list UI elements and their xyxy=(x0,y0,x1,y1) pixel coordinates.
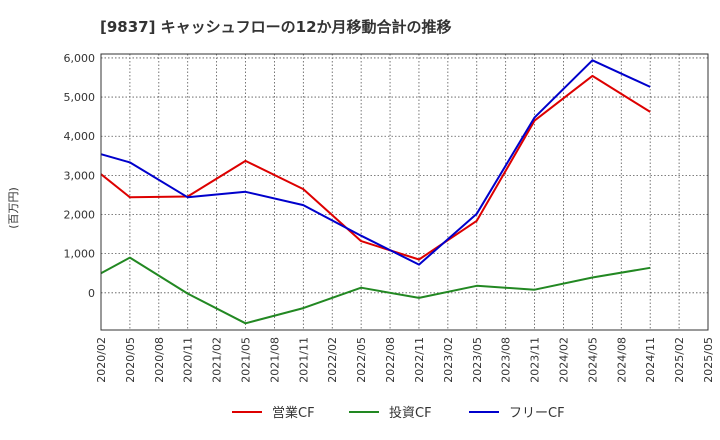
plot-frame xyxy=(100,53,709,331)
series-line-投資CF xyxy=(100,256,651,325)
y-tick-label: 1,000 xyxy=(64,248,96,261)
x-tick-label: 2024/08 xyxy=(615,337,628,383)
x-tick-label: 2021/08 xyxy=(268,337,281,383)
x-tick-label: 2024/11 xyxy=(644,337,657,383)
chart-title: [9837] キャッシュフローの12か月移動合計の推移 xyxy=(100,18,452,36)
x-tick-label: 2020/02 xyxy=(95,337,108,383)
x-tick-label: 2020/11 xyxy=(182,337,195,383)
y-axis-label: (百万円) xyxy=(7,187,20,229)
y-tick-label: 4,000 xyxy=(64,130,96,143)
x-tick-label: 2022/05 xyxy=(355,337,368,383)
x-tick-label: 2025/02 xyxy=(673,337,686,383)
series-line-フリーCF xyxy=(100,59,651,266)
x-tick-labels: 2020/02 2020/05 2020/08 2020/11 2021/02 2021/… xyxy=(95,337,715,383)
x-tick-label: 2021/11 xyxy=(297,337,310,383)
x-tick-label: 2024/05 xyxy=(586,337,599,383)
x-tick-label: 2023/05 xyxy=(471,337,484,383)
x-tick-label: 2022/08 xyxy=(384,337,397,383)
x-tick-label: 2022/02 xyxy=(326,337,339,383)
legend-label: 投資CF xyxy=(389,405,432,421)
y-tick-label: 5,000 xyxy=(64,91,96,104)
x-tick-label: 2020/05 xyxy=(124,337,137,383)
legend: 営業CF 投資CF フリーCF xyxy=(232,405,565,421)
y-tick-label: 6,000 xyxy=(64,52,96,65)
x-tick-label: 2022/11 xyxy=(413,337,426,383)
x-tick-label: 2024/02 xyxy=(557,337,570,383)
x-tick-label: 2021/02 xyxy=(211,337,224,383)
y-tick-label: 0 xyxy=(88,287,95,300)
series-line-営業CF xyxy=(100,74,651,261)
x-tick-label: 2025/05 xyxy=(702,337,715,383)
legend-label: 営業CF xyxy=(272,405,315,421)
x-tick-label: 2023/11 xyxy=(529,337,542,383)
y-tick-labels: 0 1,000 2,000 3,000 4,000 5,000 6,000 xyxy=(64,52,96,300)
x-tick-label: 2021/05 xyxy=(240,337,253,383)
series-lines xyxy=(100,59,651,325)
grid xyxy=(100,54,709,330)
y-tick-label: 3,000 xyxy=(64,169,96,182)
x-tick-label: 2023/02 xyxy=(442,337,455,383)
y-tick-label: 2,000 xyxy=(64,209,96,222)
legend-label: フリーCF xyxy=(509,406,565,421)
x-tick-label: 2020/08 xyxy=(153,337,166,383)
x-tick-label: 2023/08 xyxy=(500,337,513,383)
